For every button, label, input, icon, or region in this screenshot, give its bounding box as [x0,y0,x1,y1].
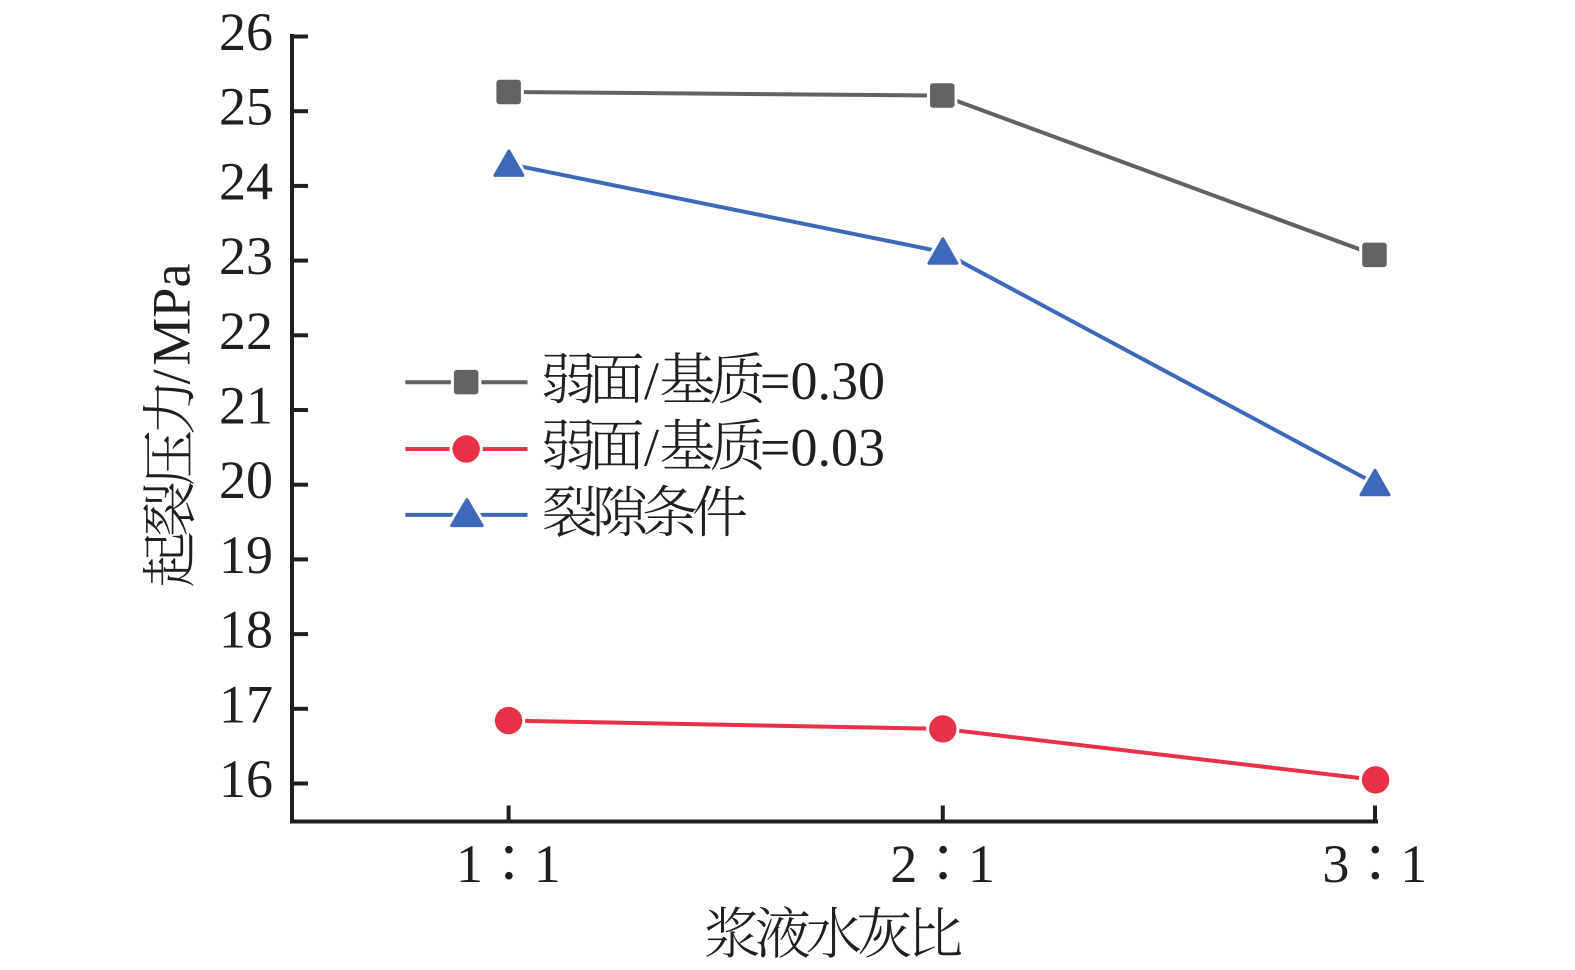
svg-text:25: 25 [219,77,273,137]
svg-text:/: / [644,418,659,478]
svg-text:1: 1 [1400,834,1427,894]
svg-text:1: 1 [968,834,995,894]
svg-text:2: 2 [890,834,917,894]
svg-text:1: 1 [456,834,483,894]
svg-text:1: 1 [534,834,561,894]
svg-text:3: 3 [1322,834,1349,894]
svg-text:20: 20 [219,450,273,510]
svg-text:21: 21 [219,376,273,436]
svg-text:=0.03: =0.03 [760,418,885,478]
svg-text:24: 24 [219,151,273,211]
svg-text:18: 18 [219,600,273,660]
svg-text:/: / [644,351,659,411]
svg-text:16: 16 [219,749,273,809]
svg-text:MPa: MPa [142,264,202,366]
svg-text:17: 17 [219,674,273,734]
svg-text:26: 26 [219,2,273,62]
svg-text:23: 23 [219,226,273,286]
svg-text:=0.30: =0.30 [760,351,885,411]
svg-text:19: 19 [219,525,273,585]
svg-text:/: / [142,369,202,384]
svg-text:22: 22 [219,301,273,361]
